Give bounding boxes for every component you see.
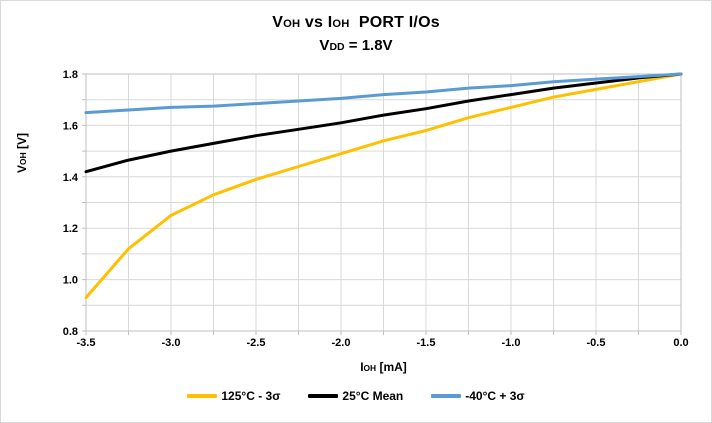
legend-label: 25°C Mean (342, 389, 404, 403)
y-tick-label: 1.6 (63, 120, 78, 132)
y-axis-title-text: V (15, 164, 29, 173)
chart-title: VOH vs IOH PORT I/Os (1, 14, 711, 32)
subtitle-text: V (319, 37, 330, 54)
series-line (84, 72, 683, 174)
x-tick-label: -3.5 (77, 337, 96, 349)
title-text: vs (300, 14, 328, 31)
x-axis-title-subscript: OH (363, 363, 377, 373)
y-axis-title-subscript: OH (18, 152, 28, 165)
y-tick-label: 1.4 (63, 172, 79, 184)
x-axis-title-text: I (360, 360, 364, 374)
chart-subtitle: VDD = 1.8V (1, 37, 711, 54)
x-tick-label: -1.0 (502, 337, 521, 349)
title-text: V (272, 14, 284, 31)
legend-item: 125°C - 3σ (187, 389, 280, 403)
y-tick-label: 1.8 (63, 69, 78, 81)
legend: 125°C - 3σ 25°C Mean -40°C + 3σ (1, 389, 711, 403)
x-axis-title-text: [mA] (376, 360, 407, 374)
y-axis-title-text: [V] (15, 133, 29, 153)
x-tick-label: -0.5 (587, 337, 606, 349)
y-axis-title: VOH [V] (15, 133, 29, 173)
legend-swatch (308, 394, 339, 398)
subtitle-subscript: DD (329, 41, 345, 53)
x-tick-label: -2.5 (247, 337, 266, 349)
y-tick-label: 1.2 (63, 223, 78, 235)
title-subscript: OH (283, 18, 301, 30)
title-text: I (327, 14, 333, 31)
series-line (84, 72, 683, 300)
legend-swatch (187, 394, 218, 398)
x-tick-label: 0.0 (673, 337, 688, 349)
series-line (84, 72, 683, 115)
y-tick-label: 1.0 (63, 275, 78, 287)
x-tick-label: -1.5 (417, 337, 436, 349)
legend-item: 25°C Mean (308, 389, 403, 403)
x-axis-title: IOH [mA] (86, 360, 681, 374)
x-tick-label: -2.0 (332, 337, 351, 349)
title-text: PORT I/Os (349, 14, 440, 31)
legend-swatch (431, 394, 462, 398)
y-tick-label: 0.8 (63, 326, 78, 338)
title-subscript: OH (332, 18, 350, 30)
subtitle-text: = 1.8V (344, 37, 393, 54)
x-tick-label: -3.0 (162, 337, 181, 349)
legend-label: -40°C + 3σ (465, 389, 525, 403)
legend-label: 125°C - 3σ (221, 389, 281, 403)
legend-item: -40°C + 3σ (431, 389, 525, 403)
